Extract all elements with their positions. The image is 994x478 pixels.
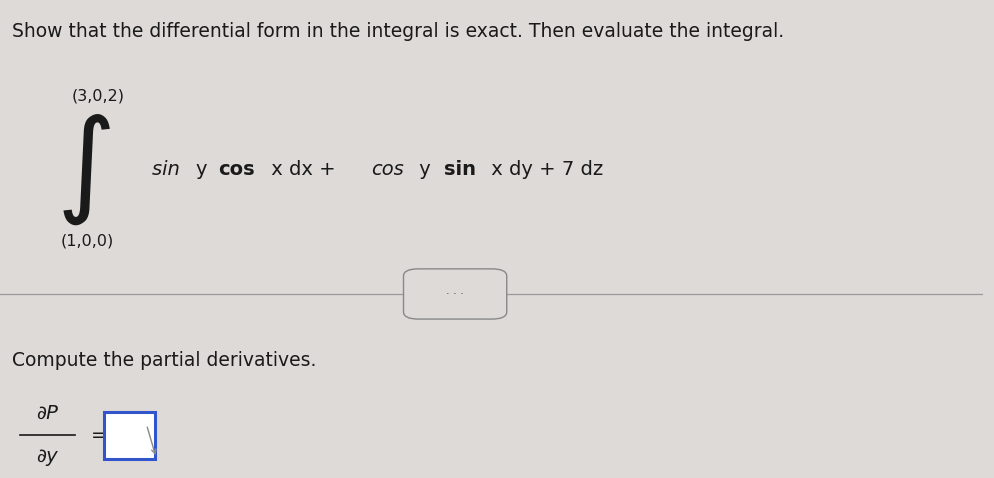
FancyBboxPatch shape	[404, 269, 507, 319]
Text: sin: sin	[152, 160, 187, 179]
Text: =: =	[90, 426, 107, 445]
Text: Show that the differential form in the integral is exact. Then evaluate the inte: Show that the differential form in the i…	[12, 22, 784, 41]
Text: x dx +: x dx +	[265, 160, 349, 179]
Text: sin: sin	[443, 160, 476, 179]
Text: cos: cos	[372, 160, 405, 179]
Text: ∂P: ∂P	[36, 404, 58, 423]
Text: (3,0,2): (3,0,2)	[72, 88, 125, 103]
Text: y: y	[196, 160, 208, 179]
Text: x dy + 7 dz: x dy + 7 dz	[485, 160, 602, 179]
Text: Compute the partial derivatives.: Compute the partial derivatives.	[12, 351, 316, 370]
Text: ∂y: ∂y	[37, 447, 58, 466]
Text: · · ·: · · ·	[446, 289, 464, 299]
Text: (1,0,0): (1,0,0)	[61, 234, 114, 249]
FancyBboxPatch shape	[104, 412, 155, 459]
Text: cos: cos	[219, 160, 255, 179]
Text: y: y	[414, 160, 437, 179]
Text: $\int$: $\int$	[56, 112, 111, 227]
